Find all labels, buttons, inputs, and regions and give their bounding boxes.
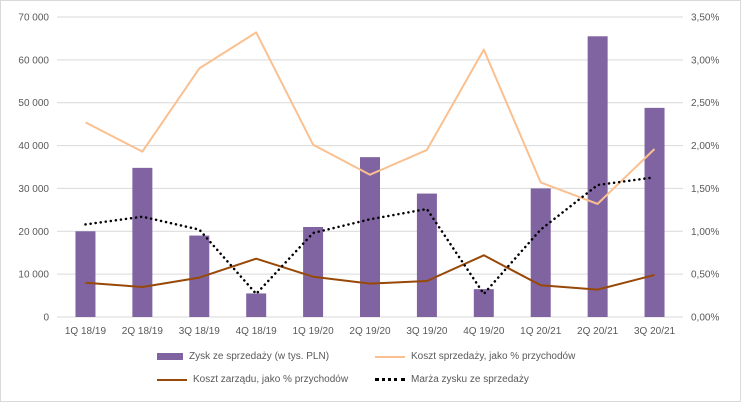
y-right-tick-label: 1,50% (691, 184, 719, 195)
y-left-tick-label: 0 (43, 313, 49, 324)
y-right-tick-label: 3,50% (691, 13, 719, 24)
bar (530, 188, 551, 317)
legend-swatch-profit (157, 353, 183, 360)
y-right-tick-label: 0,50% (691, 270, 719, 281)
y-right-tick-label: 2,00% (691, 141, 719, 152)
series-line (85, 254, 655, 291)
bar (189, 235, 210, 317)
legend-swatch-admin-cost (157, 378, 187, 381)
y-left-tick-label: 40 000 (18, 141, 49, 152)
bar (75, 231, 96, 317)
bar (246, 293, 267, 317)
x-tick-label: 3Q 19/20 (406, 326, 448, 337)
x-tick-label: 3Q 20/21 (634, 326, 676, 337)
x-tick-label: 2Q 19/20 (349, 326, 391, 337)
bar (587, 36, 608, 318)
bar (473, 289, 494, 317)
series-line (85, 31, 656, 205)
y-left-tick-label: 10 000 (18, 270, 49, 281)
bar (416, 193, 437, 317)
x-tick-label: 4Q 18/19 (236, 326, 278, 337)
x-tick-label: 2Q 18/19 (122, 326, 164, 337)
legend-item-margin: Marża zysku ze sprzedaży (375, 374, 529, 385)
y-right-tick-label: 0,00% (691, 313, 719, 324)
bar (644, 107, 665, 317)
bar (303, 227, 324, 317)
chart-legend: Zysk ze sprzedaży (w tys. PLN) Koszt spr… (0, 344, 741, 394)
legend-item-selling-cost: Koszt sprzedaży, jako % przychodów (375, 351, 575, 362)
x-tick-label: 3Q 18/19 (179, 326, 221, 337)
legend-label-margin: Marża zysku ze sprzedaży (411, 374, 529, 385)
y-left-tick-label: 20 000 (18, 227, 49, 238)
y-left-tick-label: 50 000 (18, 98, 49, 109)
series-line (84, 176, 656, 296)
x-tick-label: 2Q 20/21 (577, 326, 619, 337)
legend-item-admin-cost: Koszt zarządu, jako % przychodów (157, 374, 348, 385)
legend-item-profit: Zysk ze sprzedaży (w tys. PLN) (157, 351, 329, 362)
legend-swatch-margin (375, 378, 405, 381)
y-left-tick-label: 60 000 (18, 55, 49, 66)
bar (132, 167, 153, 317)
y-right-tick-label: 1,00% (691, 227, 719, 238)
combo-chart: 0 10 000 20 000 30 000 40 000 50 000 60 000 70 … (18, 13, 719, 338)
x-tick-label: 4Q 19/20 (463, 326, 505, 337)
y-right-tick-label: 2,50% (691, 98, 719, 109)
x-tick-label: 1Q 19/20 (293, 326, 335, 337)
y-right-tick-label: 3,00% (691, 55, 719, 66)
legend-label-selling-cost: Koszt sprzedaży, jako % przychodów (411, 351, 576, 362)
y-left-tick-label: 30 000 (18, 184, 49, 195)
legend-label-admin-cost: Koszt zarządu, jako % przychodów (193, 374, 349, 385)
legend-label-profit: Zysk ze sprzedaży (w tys. PLN) (189, 351, 330, 362)
x-tick-label: 1Q 18/19 (65, 326, 107, 337)
y-left-tick-label: 70 000 (18, 13, 49, 24)
x-tick-label: 1Q 20/21 (520, 326, 562, 337)
legend-swatch-selling-cost (375, 355, 405, 358)
bar (360, 157, 380, 317)
